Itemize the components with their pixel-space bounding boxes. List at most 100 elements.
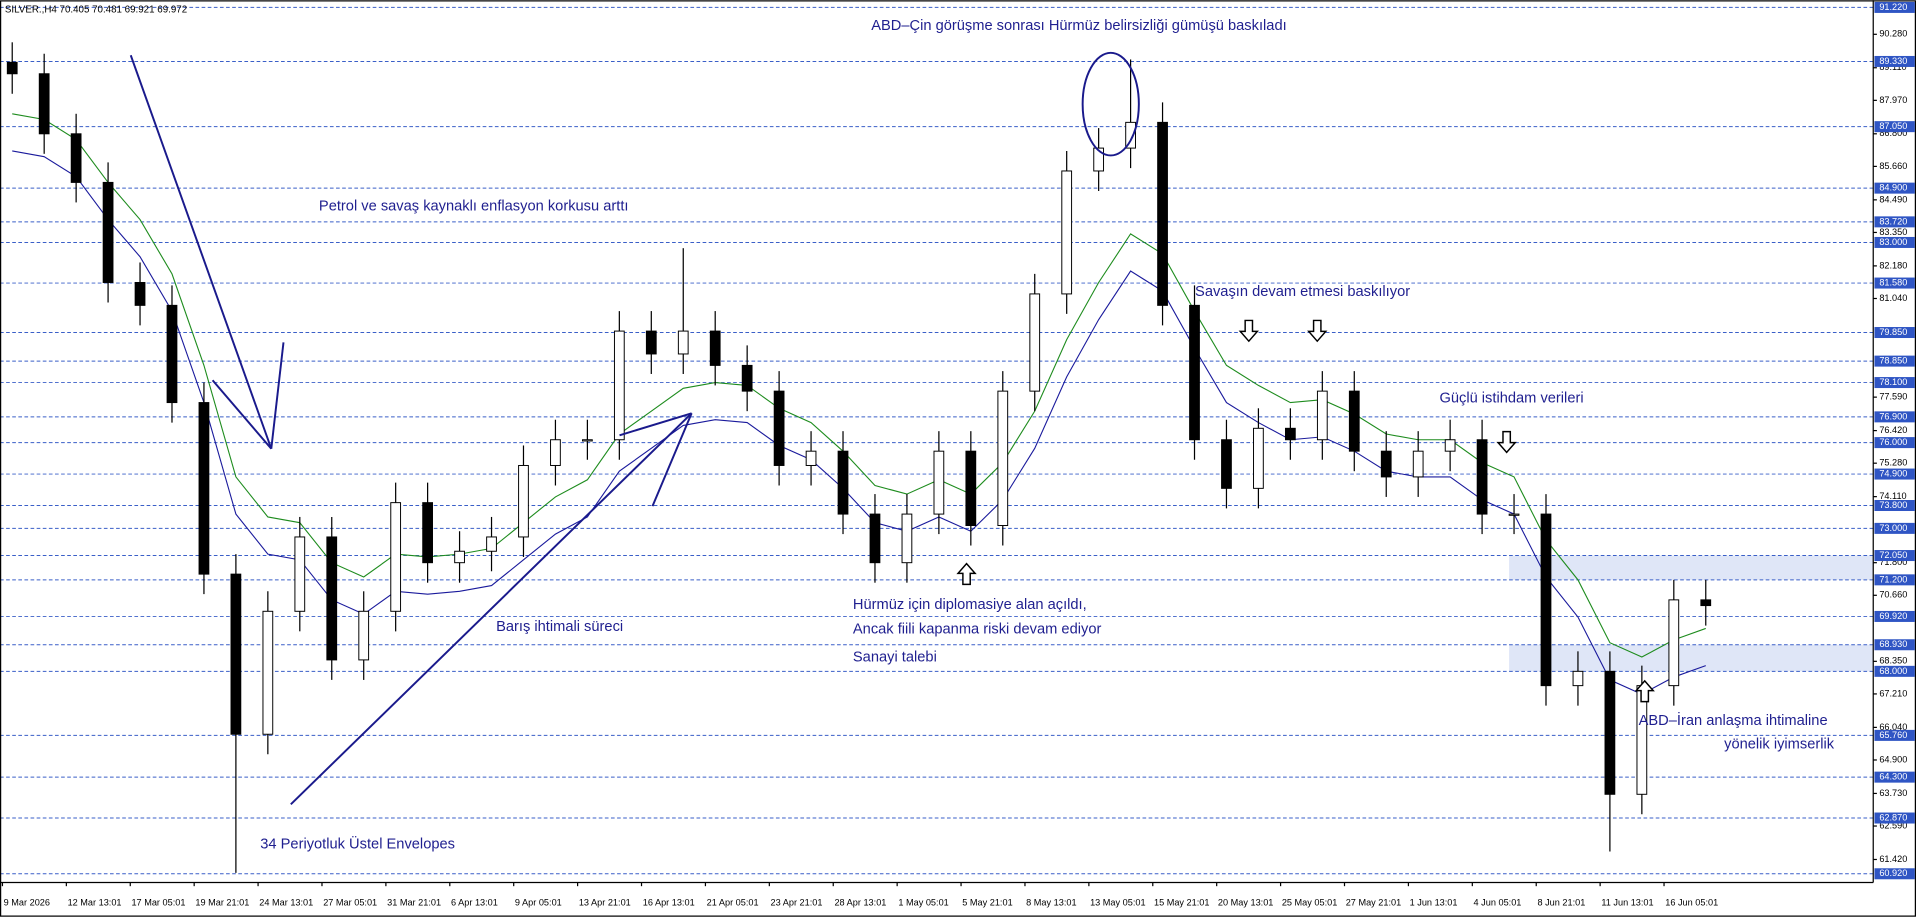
- annotation: Barış ihtimali süreci: [496, 619, 623, 635]
- y-tick-label: 83.350: [1879, 227, 1907, 237]
- y-tick-label: 74.110: [1879, 491, 1906, 501]
- candle-body: [1284, 427, 1296, 441]
- x-tick-label: 17 Mar 05:01: [131, 898, 185, 908]
- candle-body: [965, 450, 977, 527]
- level-tag: [1874, 121, 1915, 133]
- zone: [1509, 644, 1874, 672]
- levels: [0, 6, 1874, 875]
- level-label: 91.220: [1879, 2, 1907, 12]
- y-tick-label: 68.350: [1879, 656, 1907, 666]
- candle-body: [645, 330, 657, 355]
- arrow-down: [1238, 319, 1259, 343]
- level-tag: [1874, 665, 1915, 677]
- candle-body: [1125, 121, 1136, 149]
- trend-line: [129, 54, 273, 450]
- candle-body: [901, 513, 913, 564]
- level-tag: [1874, 277, 1915, 289]
- level-tag: [1874, 411, 1915, 423]
- level-tag: [1874, 355, 1915, 367]
- level-tag: [1874, 500, 1915, 512]
- candle-body: [1221, 439, 1232, 489]
- y-tick-label: 64.900: [1879, 754, 1907, 764]
- candle-body: [1253, 427, 1264, 489]
- y-tick-label: 70.660: [1879, 590, 1907, 600]
- x-tick-label: 5 May 21:01: [962, 898, 1012, 908]
- y-tick-label: 62.590: [1879, 820, 1907, 830]
- y-tick-label: 87.970: [1879, 95, 1907, 105]
- x-tick-label: 31 Mar 21:01: [387, 898, 441, 908]
- candle-body: [294, 536, 306, 612]
- arrow-up: [1634, 679, 1655, 703]
- x-tick-label: 27 May 21:01: [1346, 898, 1401, 908]
- level-label: 69.920: [1879, 611, 1907, 621]
- x-tick-label: 15 May 21:01: [1154, 898, 1209, 908]
- annotation: ABD–İran anlaşma ihtimaline: [1639, 711, 1828, 729]
- trend-line: [651, 412, 693, 507]
- y-tick-label: 63.730: [1879, 788, 1907, 798]
- trend-line: [290, 412, 693, 806]
- candle-body: [1093, 147, 1105, 172]
- annotation: Güçlü istihdam verileri: [1439, 391, 1583, 407]
- level-tag: [1874, 771, 1915, 783]
- annotation: Sanayi talebi: [853, 650, 937, 666]
- candle-body: [582, 439, 593, 442]
- candle-body: [1029, 293, 1041, 392]
- y-tick-label: 85.660: [1879, 161, 1907, 171]
- candle-body: [1508, 513, 1520, 516]
- level-label: 64.300: [1879, 772, 1907, 782]
- level-tag: [1874, 1, 1915, 13]
- level-tag: [1874, 812, 1915, 824]
- annotation: Savaşın devam etmesi baskılıyor: [1195, 284, 1410, 300]
- level-tag: [1874, 216, 1915, 228]
- y-tick-label: 89.110: [1879, 62, 1906, 72]
- candle-body: [805, 450, 817, 466]
- level-label: 78.100: [1879, 377, 1907, 387]
- candle-body: [773, 390, 785, 466]
- candle-body: [550, 439, 561, 466]
- level-tag: [1874, 182, 1915, 194]
- y-tick-label: 71.800: [1879, 557, 1907, 567]
- candle-body: [933, 450, 945, 515]
- level-label: 72.050: [1879, 550, 1907, 560]
- candle-body: [677, 330, 689, 355]
- x-tick-label: 6 Apr 13:01: [451, 898, 498, 908]
- level-label: 78.850: [1879, 356, 1907, 366]
- level-label: 73.800: [1879, 500, 1907, 510]
- annotation: Hürmüz için diplomasiye alan açıldı,: [853, 597, 1087, 613]
- candle-body: [1061, 170, 1073, 295]
- zone: [1509, 555, 1874, 580]
- x-tick-label: 19 Mar 21:01: [195, 898, 249, 908]
- level-tag: [1874, 639, 1915, 651]
- y-tick-label: 75.280: [1879, 458, 1907, 468]
- candle-body: [6, 61, 18, 75]
- candle-body: [166, 304, 178, 404]
- candle-body: [1157, 121, 1168, 306]
- x-tick-label: 11 Jun 13:01: [1601, 898, 1653, 908]
- level-label: 68.000: [1879, 666, 1907, 676]
- level-label: 74.900: [1879, 468, 1907, 478]
- x-tick-label: 1 Jun 13:01: [1410, 898, 1458, 908]
- arrow-down: [1496, 430, 1517, 454]
- y-tick-label: 82.180: [1879, 260, 1907, 270]
- x-tick-label: 16 Apr 13:01: [643, 898, 695, 908]
- trend-line: [619, 412, 692, 437]
- candle-body: [70, 133, 82, 183]
- trend-line: [270, 342, 285, 449]
- candle-body: [1189, 304, 1200, 441]
- level-tag: [1874, 868, 1915, 880]
- drawings: [129, 51, 1140, 806]
- candle-body: [1348, 390, 1360, 452]
- level-label: 76.900: [1879, 411, 1907, 421]
- candle-body: [1476, 439, 1488, 515]
- x-tick-label: 1 May 05:01: [898, 898, 948, 908]
- y-tick-label: 66.040: [1879, 722, 1907, 732]
- level-tag: [1874, 236, 1915, 248]
- x-tick-label: 9 Apr 05:01: [515, 898, 562, 908]
- candle-body: [230, 573, 242, 735]
- level-label: 79.850: [1879, 327, 1907, 337]
- x-tick-label: 13 May 05:01: [1090, 898, 1145, 908]
- candle-body: [837, 450, 849, 515]
